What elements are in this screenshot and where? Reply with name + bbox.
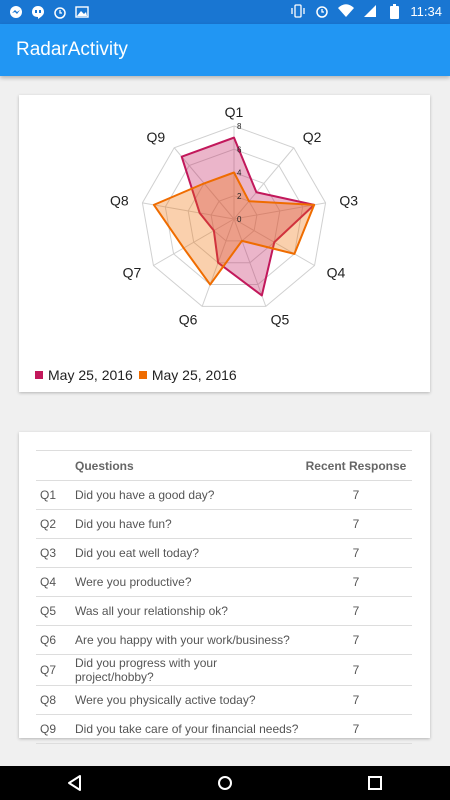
radar-axis-label-q8: Q8 <box>110 192 129 208</box>
radar-axis-label-q5: Q5 <box>271 312 290 328</box>
status-bar: 11:34 <box>0 0 450 24</box>
question-id: Q5 <box>36 596 74 626</box>
question-text: Were you productive? <box>74 567 300 597</box>
table-row: Q5 Was all your relationship ok? 7 <box>36 596 412 626</box>
legend-item-series-1: May 25, 2016 <box>35 367 133 383</box>
question-id: Q7 <box>36 654 74 686</box>
radar-scale-tick: 2 <box>237 192 242 201</box>
question-id: Q4 <box>36 567 74 597</box>
response-value: 7 <box>300 714 412 744</box>
radar-grid-spoke <box>233 218 267 307</box>
messenger-icon <box>8 4 24 20</box>
signal-icon <box>362 3 378 19</box>
question-id: Q1 <box>36 480 74 510</box>
radar-axis-label-q3: Q3 <box>339 192 358 208</box>
table-row: Q9 Did you take care of your financial ne… <box>36 714 412 744</box>
legend-item-series-2: May 25, 2016 <box>138 367 237 383</box>
question-id: Q9 <box>36 714 74 744</box>
radar-grid-spoke <box>142 202 235 220</box>
radar-chart[interactable]: 0 2 4 6 8 Q1 Q2 Q3 Q4 Q5 Q6 Q7 Q8 Q9 <box>19 95 430 360</box>
question-text: Did you take care of your financial need… <box>74 714 300 744</box>
radar-scale-tick: 0 <box>237 215 242 224</box>
question-id: Q6 <box>36 625 74 655</box>
question-id: Q3 <box>36 538 74 568</box>
question-text: Was all your relationship ok? <box>74 596 300 626</box>
status-time: 11:34 <box>410 3 442 19</box>
table-row: Q7 Did you progress with your project/hob… <box>36 654 412 686</box>
response-value: 7 <box>300 567 412 597</box>
table-row: Q8 Were you physically active today? 7 <box>36 685 412 715</box>
radar-grid-ring <box>164 148 304 286</box>
radar-grid-spoke <box>153 218 235 266</box>
radar-scale-tick: 6 <box>237 145 242 154</box>
legend-swatch-series-2 <box>138 371 147 379</box>
radar-series-2 <box>152 171 316 286</box>
legend-label-series-1: May 25, 2016 <box>48 367 133 383</box>
radar-series-1 <box>180 136 316 297</box>
app-bar: RadarActivity <box>0 24 450 76</box>
radar-grid-ring <box>141 125 327 307</box>
table-row: Q4 Were you productive? 7 <box>36 567 412 597</box>
question-text: Did you progress with your project/hobby… <box>74 654 300 686</box>
response-value: 7 <box>300 625 412 655</box>
radar-axis-label-q2: Q2 <box>303 129 322 145</box>
radar-chart-card: 0 2 4 6 8 Q1 Q2 Q3 Q4 Q5 Q6 Q7 Q8 Q9 May 25, 2016 May… <box>19 95 430 392</box>
question-text: Were you physically active today? <box>74 685 300 715</box>
radar-axis-label-q1: Q1 <box>225 104 244 120</box>
response-value: 7 <box>300 685 412 715</box>
alarm-icon <box>314 3 330 19</box>
column-header-questions: Questions <box>74 450 300 481</box>
response-value: 7 <box>300 596 412 626</box>
table-row: Q2 Did you have fun? 7 <box>36 509 412 539</box>
radar-axis-label-q7: Q7 <box>123 265 142 281</box>
radar-scale-tick: 4 <box>237 169 242 178</box>
response-value: 7 <box>300 538 412 568</box>
question-id: Q2 <box>36 509 74 539</box>
questions-table: Questions Recent Response Q1 Did you have… <box>36 450 412 744</box>
radar-scale-tick: 8 <box>237 122 242 131</box>
radar-grid-ring <box>210 195 258 242</box>
radar-grid-spoke <box>233 147 295 220</box>
radar-axis-label-q9: Q9 <box>147 129 166 145</box>
table-header-row: Questions Recent Response <box>36 450 412 481</box>
radar-grid-ring <box>187 171 281 264</box>
table-row: Q1 Did you have a good day? 7 <box>36 480 412 510</box>
home-icon[interactable] <box>216 774 234 792</box>
radar-axis-label-q4: Q4 <box>327 265 346 281</box>
question-text: Did you have a good day? <box>74 480 300 510</box>
app-title: RadarActivity <box>16 39 128 60</box>
table-row: Q3 Did you eat well today? 7 <box>36 538 412 568</box>
response-value: 7 <box>300 654 412 686</box>
legend-swatch-series-1 <box>35 371 43 379</box>
recents-icon[interactable] <box>366 774 384 792</box>
question-text: Did you have fun? <box>74 509 300 539</box>
battery-icon <box>386 3 402 19</box>
alarm-icon <box>52 4 68 20</box>
image-icon <box>74 4 90 20</box>
question-id: Q8 <box>36 685 74 715</box>
table-row: Q6 Are you happy with your work/business?… <box>36 625 412 655</box>
hangouts-icon <box>30 4 46 20</box>
column-header-recent-response: Recent Response <box>300 450 412 481</box>
response-value: 7 <box>300 509 412 539</box>
radar-axis-label-q6: Q6 <box>179 312 198 328</box>
question-text: Did you eat well today? <box>74 538 300 568</box>
question-text: Are you happy with your work/business? <box>74 625 300 655</box>
back-icon[interactable] <box>66 774 84 792</box>
column-header-id <box>36 450 74 481</box>
chart-legend: May 25, 2016 May 25, 2016 <box>35 367 243 383</box>
vibrate-icon <box>290 3 306 19</box>
legend-label-series-2: May 25, 2016 <box>151 367 237 383</box>
wifi-icon <box>338 3 355 19</box>
response-value: 7 <box>300 480 412 510</box>
questions-table-card: Questions Recent Response Q1 Did you have… <box>19 432 430 744</box>
navigation-bar <box>0 766 450 800</box>
